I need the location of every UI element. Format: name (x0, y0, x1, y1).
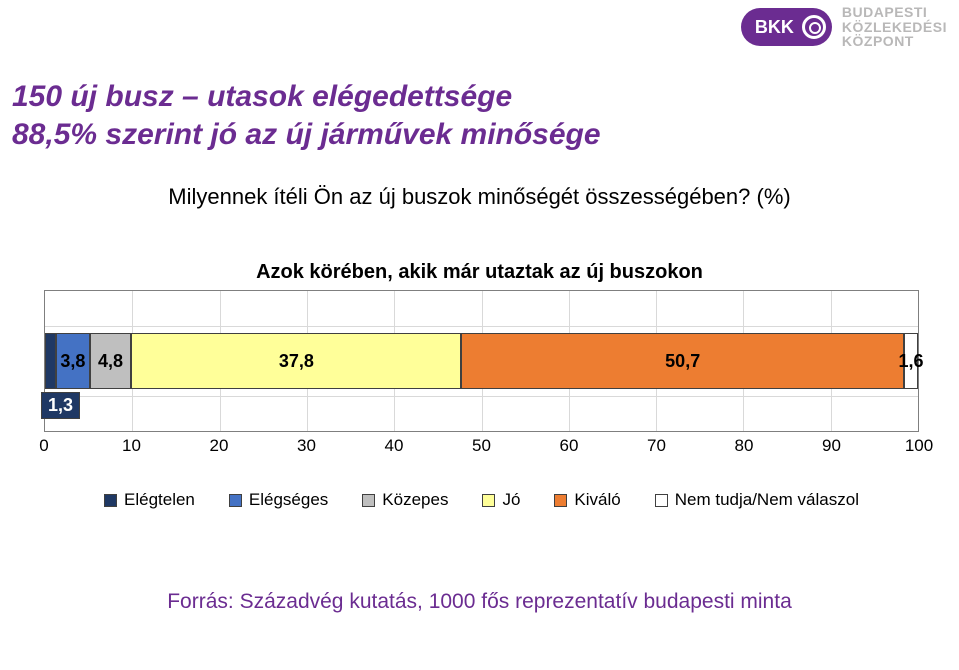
bar-segment: 3,8 (56, 333, 89, 389)
chart-plot-area: 1,3 3,8 4,8 37,8 50,7 1,6 (44, 290, 919, 432)
bar-value-label-outside: 1,3 (41, 392, 80, 419)
legend-swatch (655, 494, 668, 507)
legend-label: Kiváló (574, 490, 620, 510)
x-tick-label: 60 (560, 436, 579, 456)
bar-value-label: 37,8 (279, 351, 314, 372)
title-line: 150 új busz – utasok elégedettsége (12, 80, 512, 113)
chart-x-ticks: 0102030405060708090100 (44, 432, 919, 458)
legend-label: Elégtelen (124, 490, 195, 510)
legend-item: Elégtelen (104, 490, 195, 510)
bkk-pill: BKK (741, 8, 832, 46)
bar-value-label: 3,8 (60, 351, 85, 372)
x-tick-label: 10 (122, 436, 141, 456)
x-tick-label: 20 (210, 436, 229, 456)
legend-label: Jó (502, 490, 520, 510)
slide-title: 150 új busz – utasok elégedettsége 88,5% … (12, 78, 601, 153)
logo-wordmark: BUDAPESTI KÖZLEKEDÉSI KÖZPONT (842, 5, 947, 49)
bar-value-label: 1,6 (898, 351, 923, 372)
x-tick-label: 100 (905, 436, 933, 456)
legend-swatch (482, 494, 495, 507)
gridline (45, 396, 918, 397)
x-tick-label: 0 (39, 436, 48, 456)
brand-logo: BKK BUDAPESTI KÖZLEKEDÉSI KÖZPONT (741, 5, 947, 49)
legend-item: Jó (482, 490, 520, 510)
title-line: 88,5% szerint jó az új járművek minősége (12, 118, 601, 151)
chart-question: Milyennek ítéli Ön az új buszok minőségé… (0, 184, 959, 210)
x-tick-label: 50 (472, 436, 491, 456)
legend-item: Közepes (362, 490, 448, 510)
slide: BKK BUDAPESTI KÖZLEKEDÉSI KÖZPONT 150 új… (0, 0, 959, 670)
legend-label: Nem tudja/Nem válaszol (675, 490, 859, 510)
x-tick-label: 40 (385, 436, 404, 456)
legend-swatch (229, 494, 242, 507)
legend-label: Elégséges (249, 490, 328, 510)
x-tick-label: 80 (735, 436, 754, 456)
bar-value-label: 50,7 (665, 351, 700, 372)
bar-segment: 50,7 (461, 333, 904, 389)
chart-legend: Elégtelen Elégséges Közepes Jó Kiváló Nem tud… (44, 490, 919, 510)
legend-label: Közepes (382, 490, 448, 510)
legend-item: Nem tudja/Nem válaszol (655, 490, 859, 510)
legend-item: Kiváló (554, 490, 620, 510)
x-tick-label: 70 (647, 436, 666, 456)
stacked-bar-chart: 1,33,84,837,850,71,6 0102030405060708090… (44, 290, 919, 458)
logo-line: BUDAPESTI (842, 4, 927, 20)
legend-swatch (554, 494, 567, 507)
bar-segment (45, 333, 56, 389)
bar-segment: 37,8 (131, 333, 461, 389)
legend-swatch (104, 494, 117, 507)
bar-segment: 1,6 (904, 333, 918, 389)
logo-icon (802, 15, 826, 39)
bar-row: 3,8 4,8 37,8 50,7 1,6 (45, 333, 918, 389)
logo-abbr: BKK (755, 17, 794, 38)
bar-segment: 4,8 (90, 333, 132, 389)
x-tick-label: 90 (822, 436, 841, 456)
logo-line: KÖZPONT (842, 33, 914, 49)
legend-swatch (362, 494, 375, 507)
legend-item: Elégséges (229, 490, 328, 510)
logo-line: KÖZLEKEDÉSI (842, 19, 947, 35)
source-note: Forrás: Századvég kutatás, 1000 fős repr… (0, 590, 959, 614)
x-tick-label: 30 (297, 436, 316, 456)
bar-value-label: 4,8 (98, 351, 123, 372)
gridline (45, 326, 918, 327)
chart-subnote: Azok körében, akik már utaztak az új bus… (0, 261, 959, 284)
